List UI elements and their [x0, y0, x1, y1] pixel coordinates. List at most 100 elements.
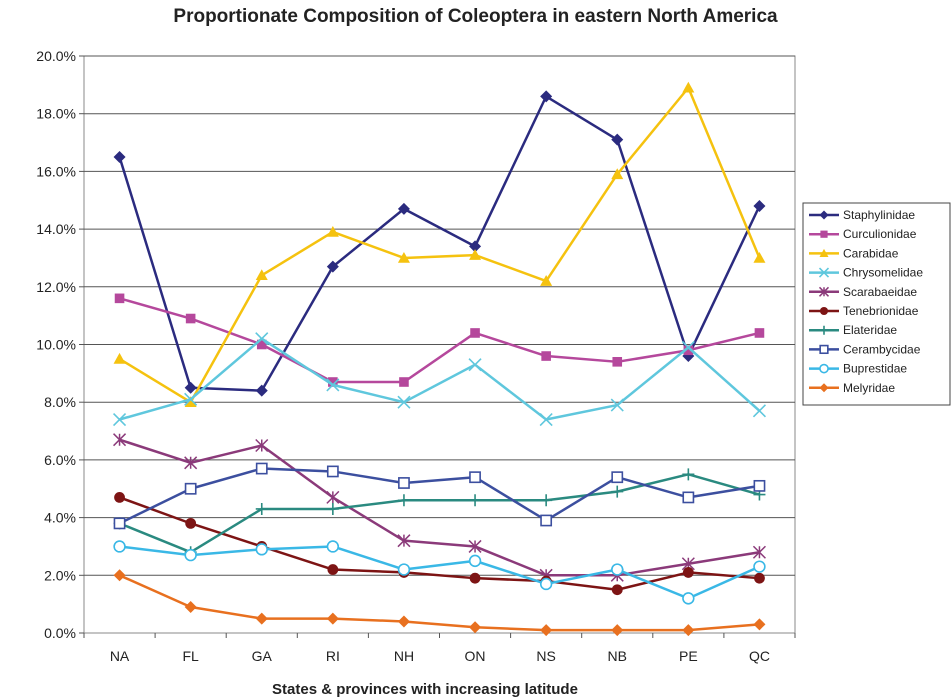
- legend-label: Staphylinidae: [843, 208, 915, 222]
- series-line: [119, 545, 760, 600]
- data-point: [326, 502, 339, 515]
- data-point: [326, 490, 340, 504]
- data-point: [611, 584, 623, 596]
- data-point: [539, 412, 553, 427]
- x-tick-label: PE: [679, 648, 698, 664]
- data-point: [611, 563, 624, 576]
- legend-item: Buprestidae: [809, 362, 907, 376]
- data-point: [113, 433, 127, 447]
- data-point: [114, 293, 125, 304]
- data-point: [468, 539, 482, 553]
- x-tick-label: GA: [252, 648, 273, 664]
- data-point: [468, 554, 482, 568]
- series-cerambycidae: [113, 462, 766, 530]
- data-point: [469, 572, 481, 584]
- data-point: [541, 351, 551, 361]
- data-point: [113, 569, 126, 582]
- data-point: [819, 248, 829, 257]
- data-point: [540, 624, 553, 637]
- data-point: [184, 548, 197, 562]
- x-tick-label: FL: [182, 648, 199, 664]
- data-point: [255, 543, 268, 556]
- data-point: [818, 286, 830, 297]
- x-tick-label: ON: [465, 648, 486, 664]
- legend-item: Cerambycidae: [809, 342, 921, 356]
- data-point: [326, 612, 339, 625]
- data-point: [611, 168, 624, 180]
- data-point: [113, 352, 126, 364]
- data-point: [819, 344, 829, 355]
- data-point: [682, 491, 695, 504]
- legend-label: Tenebrionidae: [843, 304, 919, 318]
- data-point: [753, 200, 766, 213]
- y-tick-label: 0.0%: [44, 625, 76, 641]
- data-point: [753, 251, 766, 263]
- data-point: [681, 340, 695, 354]
- legend-label: Buprestidae: [843, 362, 907, 376]
- data-point: [255, 612, 268, 625]
- data-point: [753, 560, 766, 573]
- legend-label: Melyridae: [843, 381, 895, 395]
- legend: Staphylinidae Curculionidae Carabidae Chrys…: [802, 202, 951, 406]
- data-point: [397, 615, 410, 628]
- data-point: [468, 358, 482, 372]
- series-line: [119, 467, 760, 525]
- y-tick-label: 14.0%: [36, 221, 76, 237]
- data-point: [682, 567, 694, 578]
- data-point: [469, 494, 482, 507]
- data-point: [682, 592, 695, 605]
- series-chrysomelidae: [112, 332, 767, 427]
- data-point: [682, 81, 695, 93]
- legend-label: Elateridae: [843, 323, 897, 337]
- y-tick-label: 8.0%: [44, 394, 76, 410]
- data-point: [397, 494, 410, 507]
- data-point: [255, 462, 268, 475]
- data-point: [256, 339, 267, 350]
- data-point: [819, 383, 829, 393]
- series-curculionidae: [114, 293, 765, 387]
- data-point: [327, 564, 339, 575]
- legend-item: Carabidae: [809, 246, 899, 260]
- chart-title: Proportionate Composition of Coleoptera …: [173, 6, 778, 27]
- data-point: [611, 471, 624, 484]
- data-point: [185, 517, 197, 529]
- data-point: [184, 482, 197, 495]
- legend-item: Staphylinidae: [809, 208, 915, 222]
- y-tick-label: 20.0%: [36, 48, 76, 64]
- series-line: [118, 86, 761, 404]
- data-point: [469, 621, 482, 634]
- legend-item: Curculionidae: [809, 227, 917, 241]
- legend-item: Chrysomelidae: [809, 266, 923, 280]
- data-point: [469, 240, 482, 253]
- data-point: [184, 392, 198, 406]
- series-line: [119, 337, 761, 421]
- data-point: [255, 269, 268, 281]
- data-point: [753, 618, 766, 631]
- legend-label: Chrysomelidae: [843, 266, 923, 280]
- x-tick-label: NS: [536, 648, 555, 664]
- data-point: [540, 275, 553, 286]
- data-point: [255, 384, 268, 397]
- data-point: [682, 624, 695, 637]
- data-point: [397, 251, 410, 263]
- data-point: [819, 363, 829, 374]
- data-point: [470, 328, 480, 338]
- data-point: [682, 468, 695, 481]
- data-point: [819, 306, 829, 316]
- series-line: [119, 297, 760, 384]
- series-line: [119, 438, 760, 577]
- y-axis: 0.0% 2.0% 4.0% 6.0% 8.0% 10.0% 12.0% 14.0% 16.0%…: [36, 48, 84, 641]
- data-point: [184, 381, 197, 394]
- legend-item: Tenebrionidae: [809, 304, 919, 318]
- y-tick-label: 18.0%: [36, 106, 76, 122]
- x-tick-label: QC: [749, 648, 770, 664]
- data-point: [184, 396, 197, 407]
- series-buprestidae: [113, 540, 766, 605]
- y-tick-label: 2.0%: [44, 567, 76, 583]
- series-melyridae: [113, 569, 766, 637]
- legend-label: Curculionidae: [843, 227, 917, 241]
- legend-item: Scarabaeidae: [809, 285, 917, 299]
- data-point: [113, 517, 126, 530]
- series-line: [119, 574, 760, 632]
